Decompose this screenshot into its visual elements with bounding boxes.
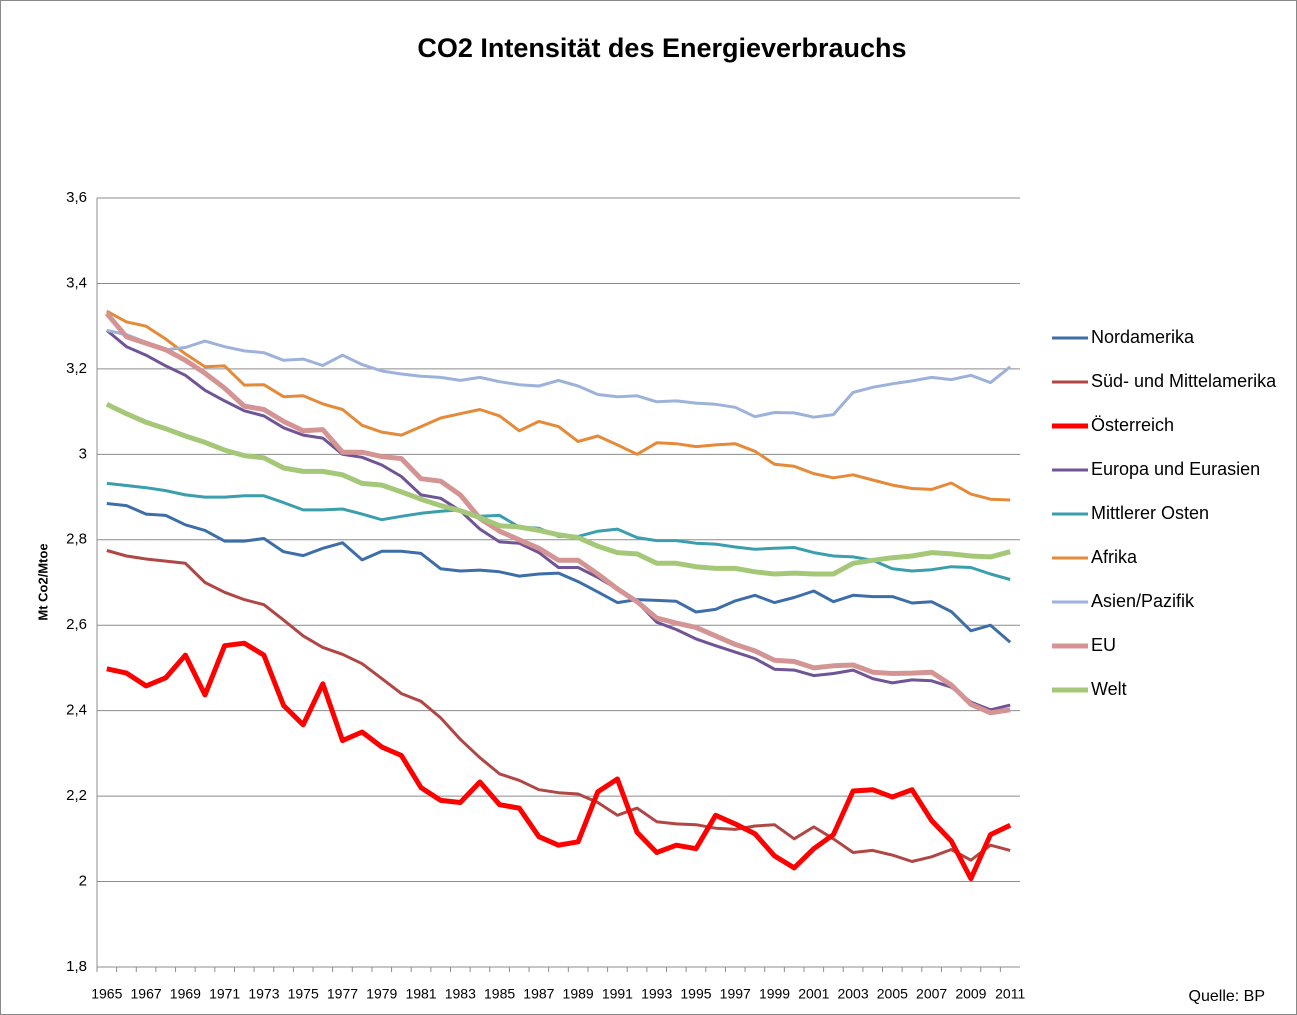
y-tick-label: 3,2: [66, 360, 87, 377]
x-tick-label: 1999: [759, 986, 790, 1002]
x-tick-label: 1977: [327, 986, 358, 1002]
x-tick-label: 1969: [170, 986, 201, 1002]
source-note: Quelle: BP: [1189, 988, 1265, 1005]
x-tick-label: 1981: [405, 986, 436, 1002]
y-tick-label: 1,8: [66, 958, 87, 975]
series-line: [104, 311, 1011, 716]
legend-label: EU: [1091, 635, 1116, 655]
x-tick-label: 2011: [995, 986, 1025, 1002]
legend-label: Nordamerika: [1091, 327, 1195, 347]
legend-label: Afrika: [1091, 547, 1138, 567]
x-tick-label: 1991: [602, 986, 633, 1002]
x-tick-label: 1973: [248, 986, 279, 1002]
x-tick-label: 1979: [366, 986, 397, 1002]
series-line: [106, 640, 1012, 882]
x-tick-label: 2009: [955, 986, 986, 1002]
x-tick-label: 2003: [837, 986, 868, 1002]
series-line: [106, 502, 1012, 644]
legend-label: Österreich: [1091, 415, 1174, 435]
x-tick-label: 1989: [563, 986, 594, 1002]
x-tick-label: 2007: [916, 986, 947, 1002]
y-tick-label: 3,4: [66, 274, 87, 291]
series-line: [106, 309, 1011, 502]
series-line: [105, 402, 1011, 577]
x-tick-label: 1987: [523, 986, 554, 1002]
y-tick-label: 3,6: [66, 189, 87, 206]
x-tick-label: 1995: [680, 986, 711, 1002]
x-tick-label: 1965: [91, 986, 122, 1002]
y-tick-label: 2,4: [66, 702, 87, 719]
x-tick-label: 2005: [877, 986, 908, 1002]
y-tick-label: 2,2: [66, 787, 87, 804]
legend-label: Europa und Eurasien: [1091, 459, 1260, 479]
chart-title: CO2 Intensität des Energieverbrauchs: [417, 33, 906, 63]
y-axis-label: Mt Co2/Mtoe: [35, 543, 50, 620]
legend-label: Mittlerer Osten: [1091, 503, 1209, 523]
series-line: [105, 329, 1011, 712]
legend-label: Süd- und Mittelamerika: [1091, 371, 1277, 391]
x-tick-label: 1971: [209, 986, 240, 1002]
x-tick-label: 1975: [288, 986, 319, 1002]
legend-label: Asien/Pazifik: [1091, 591, 1195, 611]
x-tick-label: 1985: [484, 986, 515, 1002]
x-tick-label: 1967: [131, 986, 162, 1002]
x-tick-label: 1983: [445, 986, 476, 1002]
series-line: [106, 328, 1012, 419]
legend-label: Welt: [1091, 679, 1127, 699]
x-tick-label: 1997: [720, 986, 751, 1002]
y-tick-label: 2,8: [66, 531, 87, 548]
y-tick-label: 3: [79, 445, 87, 462]
x-tick-label: 1993: [641, 986, 672, 1002]
y-tick-label: 2: [79, 873, 87, 890]
x-tick-label: 2001: [798, 986, 829, 1002]
series-line: [106, 549, 1011, 863]
y-tick-label: 2,6: [66, 616, 87, 633]
